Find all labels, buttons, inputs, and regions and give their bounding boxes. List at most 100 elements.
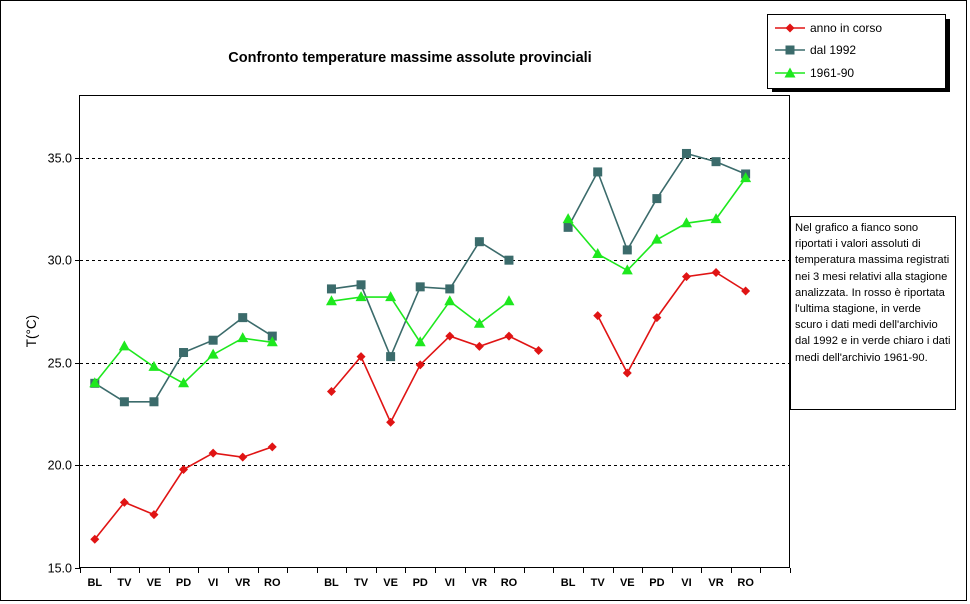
legend-box [767,14,946,89]
data-point-2-2-6 [740,172,752,183]
data-point-2-0-5 [237,332,249,343]
data-point-1-2-5 [711,157,721,167]
data-point-1-1-1 [356,280,366,290]
data-point-2-2-3 [651,233,663,244]
x-tick-label-2-vr: VR [708,577,723,589]
y-tick-label-0: 15.0 [48,562,72,576]
data-point-1-2-0 [563,222,573,232]
x-tick-label-0-vi: VI [208,577,218,589]
x-tick-label-2-ve: VE [620,577,635,589]
data-point-0-1-4 [445,331,455,341]
legend-shadow-bottom [772,88,950,92]
data-point-2-2-4 [680,217,692,228]
plot-area [79,95,790,568]
data-point-2-0-3 [178,377,190,388]
data-point-2-2-0 [562,213,574,224]
legend-marker-anno-in-corso [785,23,795,33]
data-point-1-0-2 [149,397,159,407]
data-point-1-1-2 [386,352,396,362]
data-point-0-1-2 [386,417,396,427]
data-point-0-0-3 [179,464,189,474]
x-tick-label-1-pd: PD [413,577,428,589]
x-tick-label-2-tv: TV [591,577,606,589]
x-tick-label-0-tv: TV [117,577,132,589]
chart-title: Confronto temperature massime assolute p… [228,50,591,66]
series-anno-in-corso [90,267,751,544]
data-point-2-0-0 [89,377,101,388]
y-axis-label: T(°C) [24,315,39,347]
data-point-0-2-3 [681,272,691,282]
data-point-1-1-3 [415,282,425,292]
data-point-2-1-1 [355,291,367,302]
data-point-1-1-0 [326,284,336,294]
x-tick-label-2-ro: RO [737,577,754,589]
series-1961-90 [89,172,752,388]
legend-marker-1961-90 [784,67,796,78]
data-point-2-1-5 [473,317,485,328]
data-point-0-2-4 [711,267,721,277]
x-axis: BL TV VE PD VI VR RO BL TV VE PD VI VR RO BL TV VE PD VI VR… [80,568,791,589]
data-point-0-2-0 [593,311,603,321]
data-point-0-1-3 [415,360,425,370]
series-line-0-2 [596,271,747,375]
data-point-1-0-6 [267,331,277,341]
series-line-0-1 [330,335,539,425]
x-tick-label-1-ve: VE [383,577,398,589]
y-axis: 15.0 20.0 25.0 30.0 35.0 [48,152,80,576]
data-point-2-0-1 [118,340,130,351]
legend-label-anno-in-corso: anno in corso [810,21,882,35]
x-tick-label-1-vr: VR [472,577,487,589]
y-tick-label-4: 35.0 [48,152,72,166]
x-tick-label-2-bl: BL [561,577,576,589]
data-point-1-2-2 [622,245,632,255]
data-point-0-2-1 [622,368,632,378]
data-point-0-1-5 [474,341,484,351]
data-point-1-1-5 [474,237,484,247]
x-tick-label-2-vi: VI [681,577,691,589]
data-point-1-1-6 [504,255,514,265]
x-tick-label-0-ve: VE [147,577,162,589]
data-point-0-0-4 [208,448,218,458]
series-dal-1992 [90,148,751,407]
legend-marker-dal-1992 [785,45,795,55]
data-point-0-1-0 [326,387,336,397]
legend: anno in corso dal 1992 1961-90 [767,14,946,89]
data-point-2-2-5 [710,213,722,224]
data-point-1-2-1 [593,167,603,177]
data-point-0-1-1 [356,352,366,362]
data-point-0-2-2 [652,313,662,323]
data-point-2-1-0 [325,295,337,306]
explanation-note: Nel grafico a fianco sono riportati i va… [790,216,956,410]
x-tick-label-0-pd: PD [176,577,191,589]
legend-shadow [946,19,950,92]
data-point-1-0-1 [119,397,129,407]
y-tick-label-3: 30.0 [48,254,72,268]
data-point-0-0-6 [267,442,277,452]
data-point-0-2-5 [741,286,751,296]
x-tick-label-1-ro: RO [501,577,518,589]
data-point-0-1-7 [534,345,544,355]
data-point-1-2-4 [681,148,691,158]
data-point-2-0-4 [207,348,219,359]
data-point-2-1-2 [385,291,397,302]
x-tick-label-1-vi: VI [445,577,455,589]
data-point-2-1-3 [414,336,426,347]
data-point-1-2-3 [652,194,662,204]
x-tick-label-0-bl: BL [87,577,102,589]
y-tick-label-1: 20.0 [48,459,72,473]
data-point-1-1-4 [445,284,455,294]
x-tick-label-0-ro: RO [264,577,281,589]
data-point-0-0-1 [119,497,129,507]
data-point-0-1-6 [504,331,514,341]
series-layer [89,148,752,544]
x-tick-label-1-bl: BL [324,577,339,589]
data-point-1-0-3 [179,348,189,358]
x-tick-label-2-pd: PD [649,577,664,589]
data-point-2-2-2 [621,264,633,275]
y-tick-label-2: 25.0 [48,357,72,371]
legend-label-1961-90: 1961-90 [810,66,854,80]
x-tick-label-1-tv: TV [354,577,369,589]
data-point-1-0-5 [238,313,248,323]
data-point-2-0-6 [266,336,278,347]
